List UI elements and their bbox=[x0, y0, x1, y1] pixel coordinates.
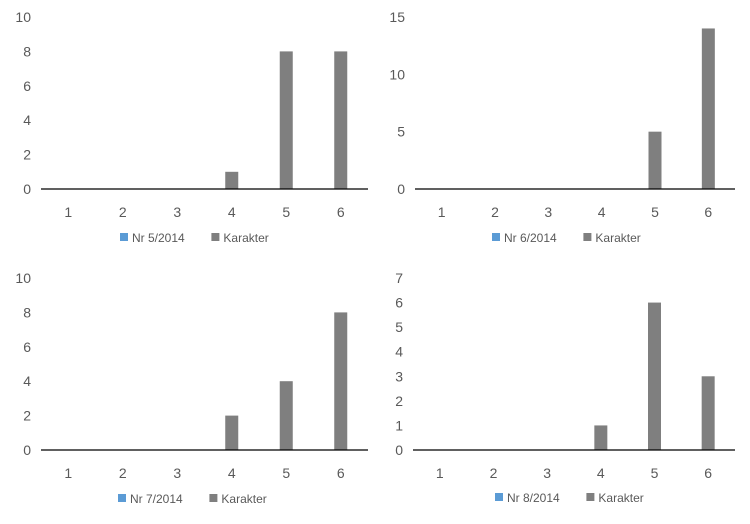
legend-label: Karakter bbox=[221, 492, 266, 506]
x-tick-label: 2 bbox=[491, 204, 499, 220]
legend-label: Nr 6/2014 bbox=[504, 231, 557, 245]
chart-4: 0 1 2 3 4 5 6 7 1 2 3 4 5 6 Nr 8/2014 Karakter bbox=[395, 270, 735, 505]
x-tick-label: 5 bbox=[282, 204, 290, 220]
x-tick-label: 6 bbox=[704, 465, 712, 481]
x-tick-label: 4 bbox=[597, 465, 605, 481]
bar-karakter bbox=[648, 131, 662, 189]
y-tick-label: 4 bbox=[23, 373, 31, 389]
chart-2: 0 5 10 15 1 2 3 4 5 6 Nr 6/2014 Karakter bbox=[389, 9, 735, 245]
y-tick-label: 2 bbox=[23, 408, 31, 424]
x-tick-label: 2 bbox=[119, 465, 127, 481]
x-tick-label: 5 bbox=[282, 465, 290, 481]
y-tick-label: 6 bbox=[395, 295, 403, 311]
bar-karakter bbox=[701, 28, 715, 189]
legend-swatch bbox=[118, 494, 126, 502]
bar-karakter bbox=[594, 425, 608, 450]
y-tick-label: 0 bbox=[395, 442, 403, 458]
legend-label: Karakter bbox=[598, 491, 643, 505]
legend-swatch bbox=[492, 233, 500, 241]
x-tick-label: 1 bbox=[436, 465, 444, 481]
bar-karakter bbox=[334, 51, 348, 190]
y-tick-label: 3 bbox=[395, 368, 403, 384]
x-tick-label: 5 bbox=[651, 465, 659, 481]
legend-label: Nr 7/2014 bbox=[130, 492, 183, 506]
x-tick-label: 6 bbox=[337, 465, 345, 481]
x-tick-label: 3 bbox=[543, 465, 551, 481]
bar-karakter bbox=[701, 376, 715, 450]
y-tick-label: 0 bbox=[397, 181, 405, 197]
y-tick-label: 2 bbox=[23, 147, 31, 163]
y-tick-label: 0 bbox=[23, 181, 31, 197]
y-tick-label: 7 bbox=[395, 270, 403, 286]
legend-swatch bbox=[586, 493, 595, 501]
bar-karakter bbox=[279, 51, 293, 190]
y-tick-label: 10 bbox=[15, 9, 31, 25]
legend-swatch bbox=[209, 494, 218, 502]
x-tick-label: 4 bbox=[228, 204, 236, 220]
legend-swatch bbox=[211, 233, 220, 241]
y-tick-label: 0 bbox=[23, 442, 31, 458]
x-tick-label: 6 bbox=[704, 204, 712, 220]
bar-karakter bbox=[279, 381, 293, 450]
y-tick-label: 15 bbox=[389, 9, 405, 25]
legend-swatch bbox=[120, 233, 128, 241]
x-tick-label: 1 bbox=[64, 465, 72, 481]
x-tick-label: 6 bbox=[337, 204, 345, 220]
bar-karakter bbox=[225, 415, 239, 450]
legend-label: Nr 8/2014 bbox=[507, 491, 560, 505]
legend-swatch bbox=[583, 233, 592, 241]
x-tick-label: 3 bbox=[173, 204, 181, 220]
legend-label: Karakter bbox=[223, 231, 268, 245]
x-tick-label: 3 bbox=[544, 204, 552, 220]
bar-karakter bbox=[648, 302, 661, 450]
x-tick-label: 1 bbox=[64, 204, 72, 220]
x-tick-label: 1 bbox=[438, 204, 446, 220]
x-tick-label: 4 bbox=[598, 204, 606, 220]
y-tick-label: 8 bbox=[23, 43, 31, 59]
y-tick-label: 10 bbox=[15, 270, 31, 286]
bar-karakter bbox=[225, 171, 239, 189]
legend-label: Karakter bbox=[595, 231, 640, 245]
y-tick-label: 8 bbox=[23, 304, 31, 320]
y-tick-label: 4 bbox=[23, 112, 31, 128]
legend-label: Nr 5/2014 bbox=[132, 231, 185, 245]
x-tick-label: 3 bbox=[173, 465, 181, 481]
legend-swatch bbox=[495, 493, 503, 501]
y-tick-label: 6 bbox=[23, 339, 31, 355]
y-tick-label: 4 bbox=[395, 344, 403, 360]
x-tick-label: 5 bbox=[651, 204, 659, 220]
bar-karakter bbox=[334, 312, 348, 450]
y-tick-label: 5 bbox=[397, 124, 405, 140]
x-tick-label: 4 bbox=[228, 465, 236, 481]
y-tick-label: 5 bbox=[395, 319, 403, 335]
x-tick-label: 2 bbox=[490, 465, 498, 481]
y-tick-label: 6 bbox=[23, 78, 31, 94]
y-tick-label: 10 bbox=[389, 66, 405, 82]
x-tick-label: 2 bbox=[119, 204, 127, 220]
y-tick-label: 1 bbox=[395, 417, 403, 433]
y-tick-label: 2 bbox=[395, 393, 403, 409]
